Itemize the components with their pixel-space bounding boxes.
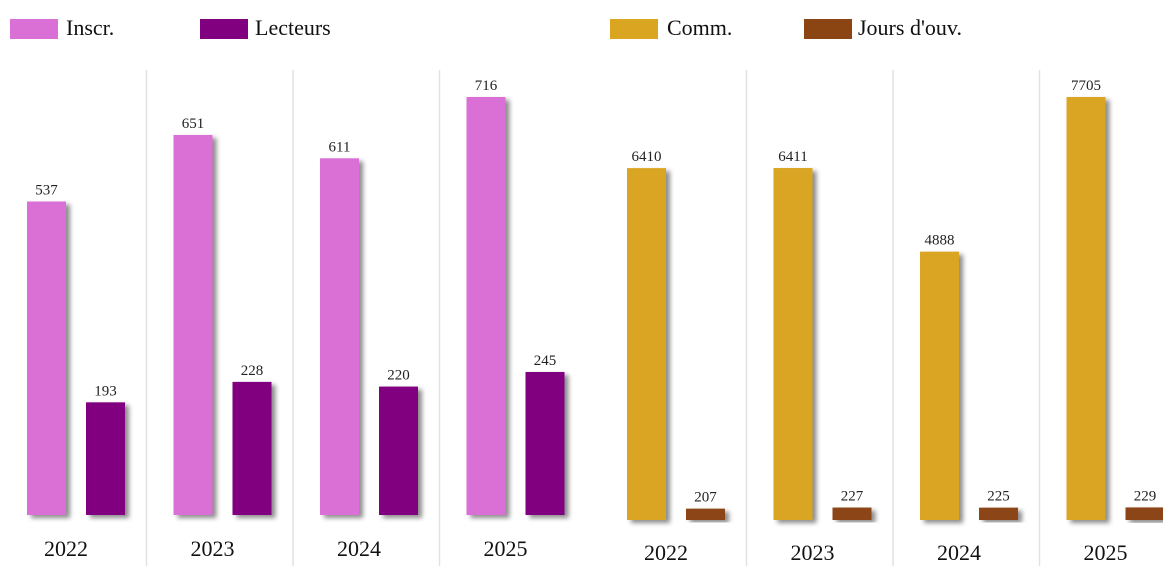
bar — [627, 168, 666, 521]
value-label: 225 — [987, 489, 1010, 505]
value-label: 611 — [329, 139, 351, 155]
bar — [379, 386, 418, 515]
bar — [1125, 507, 1163, 520]
value-label: 228 — [241, 363, 264, 379]
legend-swatch — [610, 19, 658, 39]
x-tick-label: 2022 — [644, 540, 688, 565]
bar — [773, 168, 813, 520]
value-label: 229 — [1134, 488, 1157, 504]
legend-label: Jours d'ouv. — [858, 15, 962, 40]
bar — [832, 507, 872, 520]
x-tick-label: 2025 — [484, 536, 528, 561]
bar — [979, 507, 1018, 520]
value-label: 6410 — [632, 149, 662, 165]
value-label: 227 — [841, 489, 864, 505]
value-label: 245 — [534, 353, 557, 369]
bar — [173, 134, 213, 515]
legend-swatch — [10, 19, 58, 39]
bar — [525, 371, 565, 515]
value-label: 4888 — [925, 233, 955, 249]
x-tick-label: 2025 — [1084, 540, 1128, 565]
bar — [920, 251, 959, 520]
value-label: 207 — [694, 490, 717, 506]
legend-label: Inscr. — [66, 15, 114, 40]
value-label: 193 — [94, 383, 117, 399]
legend-swatch — [804, 19, 852, 39]
value-label: 716 — [475, 78, 498, 94]
bar — [466, 97, 506, 515]
legend-swatch — [200, 19, 248, 39]
bar — [320, 158, 359, 515]
legend-label: Lecteurs — [255, 15, 331, 40]
bar — [27, 201, 66, 515]
value-label: 651 — [182, 116, 205, 132]
x-tick-label: 2023 — [791, 540, 835, 565]
value-label: 7705 — [1071, 78, 1101, 94]
x-tick-label: 2022 — [44, 536, 88, 561]
x-tick-label: 2024 — [937, 540, 981, 565]
value-label: 6411 — [778, 149, 807, 165]
bar — [232, 381, 272, 515]
x-tick-label: 2024 — [337, 536, 381, 561]
value-label: 537 — [35, 183, 58, 199]
value-label: 220 — [387, 368, 410, 384]
legend-label: Comm. — [667, 15, 732, 40]
bar — [1066, 97, 1106, 520]
bar — [86, 402, 125, 515]
x-tick-label: 2023 — [191, 536, 235, 561]
bar — [686, 508, 725, 520]
